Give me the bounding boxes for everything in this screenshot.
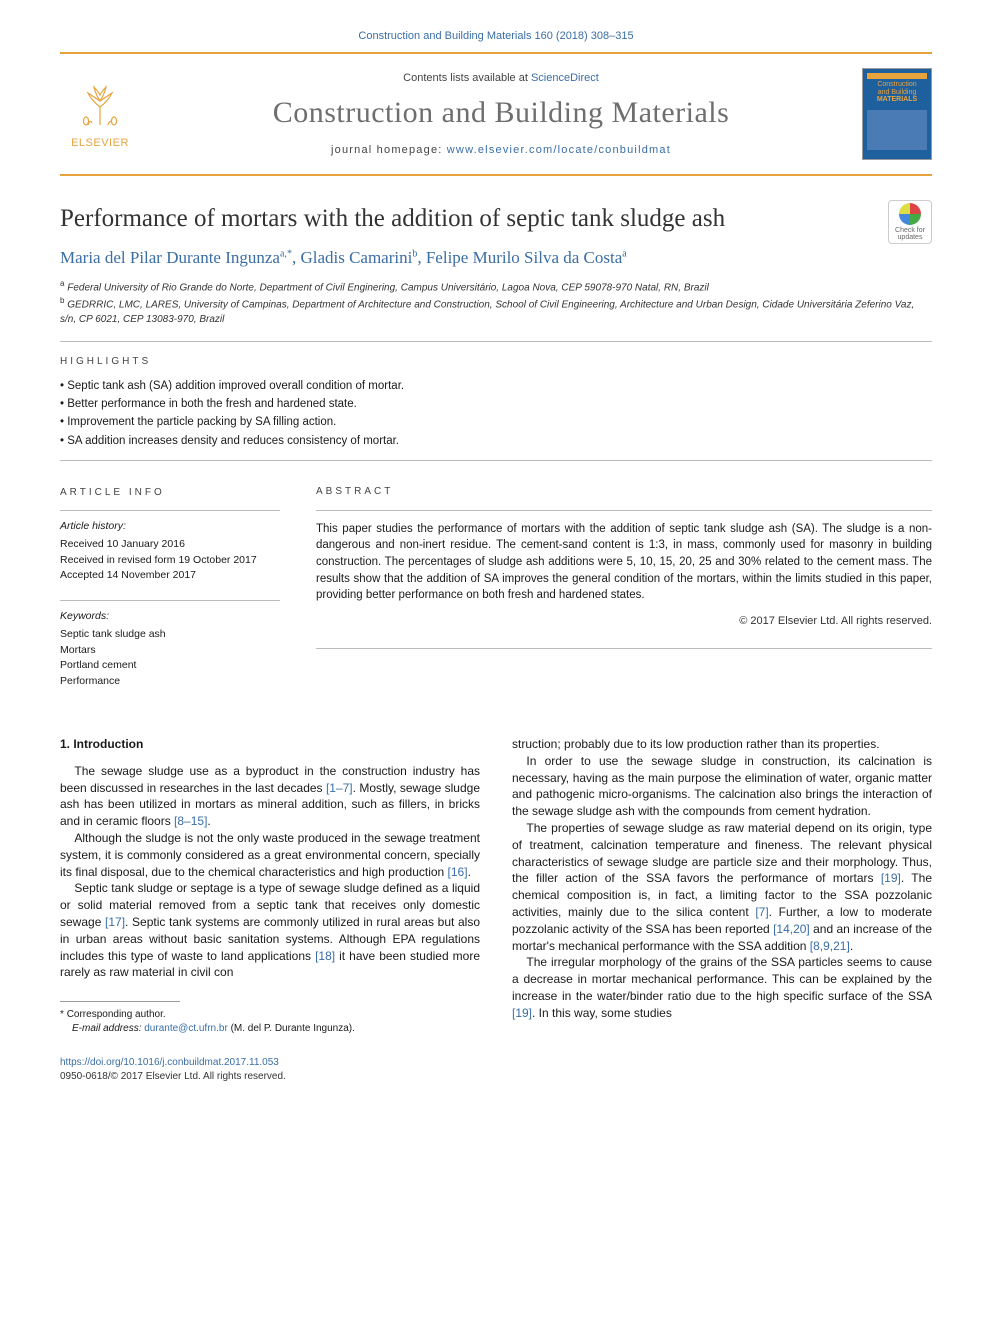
corr-author-label: Corresponding author. bbox=[67, 1009, 166, 1020]
ref-link[interactable]: [14,20] bbox=[773, 922, 810, 936]
email-label: E-mail address: bbox=[72, 1023, 141, 1034]
contents-prefix: Contents lists available at bbox=[403, 72, 531, 84]
p6-seg-a: The irregular morphology of the grains o… bbox=[512, 955, 932, 1003]
crossmark-icon bbox=[899, 203, 921, 225]
section-heading: 1. Introduction bbox=[60, 736, 480, 753]
info-abstract-row: article info Article history: Received 1… bbox=[60, 471, 932, 706]
p6-seg-b: . In this way, some studies bbox=[532, 1006, 672, 1020]
ref-link[interactable]: [19] bbox=[512, 1006, 532, 1020]
p1-seg-c: . bbox=[207, 814, 210, 828]
email-who: (M. del P. Durante Ingunza). bbox=[231, 1023, 355, 1034]
divider-rule bbox=[316, 510, 932, 511]
highlights-label: highlights bbox=[60, 356, 932, 367]
masthead: ELSEVIER Contents lists available at Sci… bbox=[60, 60, 932, 168]
cover-line1: Construction bbox=[877, 81, 916, 88]
keyword-item: Mortars bbox=[60, 643, 280, 659]
history-received: Received 10 January 2016 bbox=[60, 537, 280, 553]
body-text: 1. Introduction The sewage sludge use as… bbox=[60, 736, 932, 1036]
highlight-item: Septic tank ash (SA) addition improved o… bbox=[60, 377, 932, 395]
masthead-center: Contents lists available at ScienceDirec… bbox=[140, 72, 862, 156]
ref-link[interactable]: [18] bbox=[315, 949, 335, 963]
author-1[interactable]: Maria del Pilar Durante Ingunza bbox=[60, 248, 280, 267]
p2-seg-a: Although the sludge is not the only wast… bbox=[60, 831, 480, 879]
footnotes: * Corresponding author. E-mail address: … bbox=[60, 1008, 480, 1036]
p2-seg-b: . bbox=[468, 865, 471, 879]
corr-mark: * bbox=[60, 1009, 64, 1020]
citation-bar: Construction and Building Materials 160 … bbox=[60, 30, 932, 42]
check-updates-badge[interactable]: Check for updates bbox=[888, 200, 932, 244]
journal-name: Construction and Building Materials bbox=[140, 96, 862, 130]
ref-link[interactable]: [1–7] bbox=[326, 781, 353, 795]
cover-line2: and Building bbox=[878, 89, 917, 96]
sciencedirect-link[interactable]: ScienceDirect bbox=[531, 72, 599, 84]
affiliations: a Federal University of Rio Grande do No… bbox=[60, 278, 932, 327]
divider-rule bbox=[60, 341, 932, 342]
homepage-line: journal homepage: www.elsevier.com/locat… bbox=[140, 144, 862, 156]
journal-cover-thumb[interactable]: Construction and Building MATERIALS bbox=[862, 68, 932, 160]
author-2[interactable]: Gladis Camarini bbox=[300, 248, 412, 267]
p5-seg-e: . bbox=[850, 939, 853, 953]
abstract-col: abstract This paper studies the performa… bbox=[316, 471, 932, 706]
highlight-item: Improvement the particle packing by SA f… bbox=[60, 413, 932, 431]
author-3-aff: a bbox=[622, 248, 626, 259]
cover-line3: MATERIALS bbox=[877, 96, 917, 103]
divider-rule bbox=[60, 600, 280, 601]
doi-link[interactable]: https://doi.org/10.1016/j.conbuildmat.20… bbox=[60, 1057, 279, 1068]
elsevier-logo: ELSEVIER bbox=[60, 79, 140, 149]
body-paragraph: The sewage sludge use as a byproduct in … bbox=[60, 763, 480, 830]
history-revised: Received in revised form 19 October 2017 bbox=[60, 553, 280, 569]
homepage-link[interactable]: www.elsevier.com/locate/conbuildmat bbox=[447, 144, 671, 156]
divider-rule bbox=[316, 648, 932, 649]
page-root: Construction and Building Materials 160 … bbox=[0, 0, 992, 1124]
ref-link[interactable]: [8,9,21] bbox=[810, 939, 850, 953]
highlight-item: Better performance in both the fresh and… bbox=[60, 395, 932, 413]
affiliation-a: Federal University of Rio Grande do Nort… bbox=[67, 282, 709, 293]
author-sep-2: , bbox=[417, 248, 426, 267]
page-footer: https://doi.org/10.1016/j.conbuildmat.20… bbox=[60, 1056, 932, 1084]
copyright-line: © 2017 Elsevier Ltd. All rights reserved… bbox=[316, 614, 932, 630]
divider-rule bbox=[60, 460, 932, 461]
ref-link[interactable]: [17] bbox=[105, 915, 125, 929]
ref-link[interactable]: [7] bbox=[755, 905, 768, 919]
highlights-block: Septic tank ash (SA) addition improved o… bbox=[60, 377, 932, 451]
keyword-item: Septic tank sludge ash bbox=[60, 627, 280, 643]
homepage-prefix: journal homepage: bbox=[331, 144, 447, 156]
author-1-aff: a, bbox=[280, 248, 287, 259]
check-badge-label: Check for updates bbox=[895, 227, 925, 241]
bottom-rule bbox=[60, 174, 932, 176]
ref-link[interactable]: [19] bbox=[881, 871, 901, 885]
article-info-label: article info bbox=[60, 485, 280, 500]
body-paragraph: In order to use the sewage sludge in con… bbox=[512, 753, 932, 820]
elsevier-tree-icon bbox=[60, 79, 140, 135]
email-link[interactable]: durante@ct.ufrn.br bbox=[144, 1023, 228, 1034]
keywords-heading: Keywords: bbox=[60, 609, 280, 625]
body-paragraph: Although the sludge is not the only wast… bbox=[60, 830, 480, 880]
author-3[interactable]: Felipe Murilo Silva da Costa bbox=[426, 248, 622, 267]
body-paragraph-continuation: struction; probably due to its low produ… bbox=[512, 736, 932, 753]
elsevier-wordmark: ELSEVIER bbox=[60, 137, 140, 149]
history-heading: Article history: bbox=[60, 519, 280, 535]
contents-line: Contents lists available at ScienceDirec… bbox=[140, 72, 862, 84]
citation-link[interactable]: Construction and Building Materials 160 … bbox=[358, 30, 633, 42]
abstract-label: abstract bbox=[316, 485, 932, 500]
history-accepted: Accepted 14 November 2017 bbox=[60, 568, 280, 584]
affiliation-b: GEDRRIC, LMC, LARES, University of Campi… bbox=[60, 300, 914, 325]
authors-line: Maria del Pilar Durante Ingunzaa,*, Glad… bbox=[60, 248, 932, 268]
highlight-item: SA addition increases density and reduce… bbox=[60, 432, 932, 450]
body-paragraph: Septic tank sludge or septage is a type … bbox=[60, 880, 480, 981]
article-info-col: article info Article history: Received 1… bbox=[60, 471, 280, 706]
ref-link[interactable]: [16] bbox=[448, 865, 468, 879]
divider-rule bbox=[60, 510, 280, 511]
issn-copyright: 0950-0618/© 2017 Elsevier Ltd. All right… bbox=[60, 1071, 286, 1082]
ref-link[interactable]: [8–15] bbox=[174, 814, 207, 828]
body-paragraph: The irregular morphology of the grains o… bbox=[512, 954, 932, 1021]
abstract-text: This paper studies the performance of mo… bbox=[316, 521, 932, 604]
p5-seg-a: The properties of sewage sludge as raw m… bbox=[512, 821, 932, 885]
body-paragraph: The properties of sewage sludge as raw m… bbox=[512, 820, 932, 954]
article-title: Performance of mortars with the addition… bbox=[60, 204, 932, 234]
footnote-rule bbox=[60, 1001, 180, 1002]
keyword-item: Portland cement bbox=[60, 658, 280, 674]
top-rule bbox=[60, 52, 932, 54]
keyword-item: Performance bbox=[60, 674, 280, 690]
